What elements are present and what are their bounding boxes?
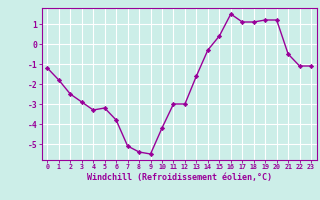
X-axis label: Windchill (Refroidissement éolien,°C): Windchill (Refroidissement éolien,°C) (87, 173, 272, 182)
